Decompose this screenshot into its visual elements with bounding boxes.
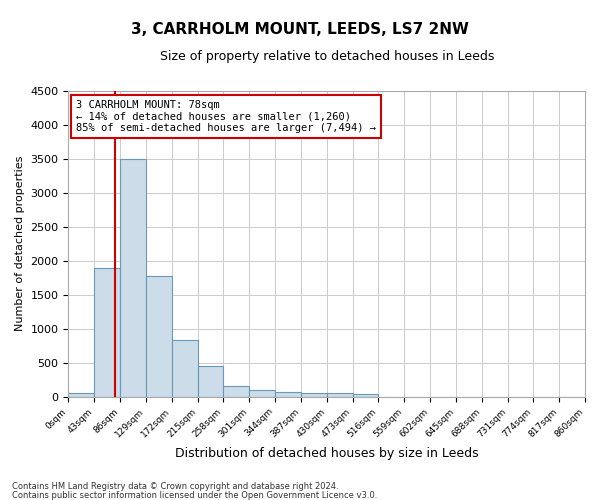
- Bar: [301, 393, 327, 397]
- Bar: [172, 340, 197, 397]
- Bar: [223, 386, 249, 397]
- Text: Contains HM Land Registry data © Crown copyright and database right 2024.: Contains HM Land Registry data © Crown c…: [12, 482, 338, 491]
- Bar: [249, 390, 275, 397]
- Bar: [197, 366, 223, 397]
- Bar: [120, 158, 146, 397]
- Text: 3 CARRHOLM MOUNT: 78sqm
← 14% of detached houses are smaller (1,260)
85% of semi: 3 CARRHOLM MOUNT: 78sqm ← 14% of detache…: [76, 100, 376, 133]
- Y-axis label: Number of detached properties: Number of detached properties: [15, 156, 25, 332]
- Bar: [68, 394, 94, 397]
- Bar: [94, 268, 120, 397]
- Title: Size of property relative to detached houses in Leeds: Size of property relative to detached ho…: [160, 50, 494, 63]
- Text: 3, CARRHOLM MOUNT, LEEDS, LS7 2NW: 3, CARRHOLM MOUNT, LEEDS, LS7 2NW: [131, 22, 469, 38]
- Bar: [146, 276, 172, 397]
- X-axis label: Distribution of detached houses by size in Leeds: Distribution of detached houses by size …: [175, 447, 479, 460]
- Bar: [327, 394, 353, 397]
- Bar: [275, 392, 301, 397]
- Bar: [353, 394, 379, 397]
- Text: Contains public sector information licensed under the Open Government Licence v3: Contains public sector information licen…: [12, 490, 377, 500]
